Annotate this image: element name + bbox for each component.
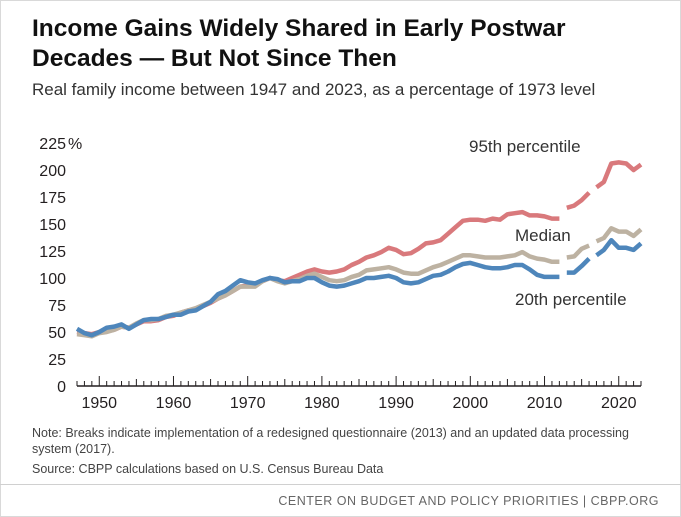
y-tick-label: 225: [39, 136, 66, 153]
series-line-2: [566, 257, 591, 275]
x-tick-label: 1970: [230, 395, 266, 412]
chart-note: Note: Breaks indicate implementation of …: [32, 426, 629, 456]
series-line-2: [595, 237, 643, 258]
y-tick-label: 25: [48, 352, 66, 369]
y-tick-label: 200: [39, 163, 66, 180]
label-median: Median: [515, 226, 571, 245]
series-line-1: [566, 243, 590, 260]
x-tick-label: 2020: [601, 395, 637, 412]
x-tick-label: 1980: [304, 395, 340, 412]
y-tick-label: 75: [48, 298, 66, 315]
series-line-2: [75, 260, 560, 338]
y-unit-label: %: [68, 136, 82, 153]
x-tick-label: 1990: [378, 395, 414, 412]
y-tick-label: 150: [39, 217, 66, 234]
chart-title: Income Gains Widely Shared in Early Post…: [32, 15, 566, 72]
series-line-1: [76, 249, 560, 339]
x-tick-label: 1960: [156, 395, 192, 412]
label-95th-percentile: 95th percentile: [469, 137, 581, 156]
series-line-1: [595, 226, 643, 244]
x-tick-label: 2000: [453, 395, 489, 412]
footer-divider: [0, 484, 681, 485]
chart-source: Source: CBPP calculations based on U.S. …: [32, 462, 384, 476]
y-tick-label: 125: [39, 244, 66, 261]
series-line-0: [595, 160, 643, 190]
footer-credit: CENTER ON BUDGET AND POLICY PRIORITIES |…: [278, 494, 659, 508]
x-tick-label: 1950: [81, 395, 117, 412]
y-tick-label: 50: [48, 325, 66, 342]
series-line-0: [566, 191, 591, 210]
y-tick-label: 175: [39, 190, 66, 207]
x-tick-label: 2010: [527, 395, 563, 412]
chart-subtitle: Real family income between 1947 and 2023…: [32, 80, 596, 99]
label-20th-percentile: 20th percentile: [515, 290, 627, 309]
y-tick-label: 100: [39, 271, 66, 288]
y-tick-label: 0: [57, 379, 66, 396]
line-chart: 0 25 50 75 100 125 150 175 200 225 % 1950 1960 1970 19…: [39, 136, 643, 412]
